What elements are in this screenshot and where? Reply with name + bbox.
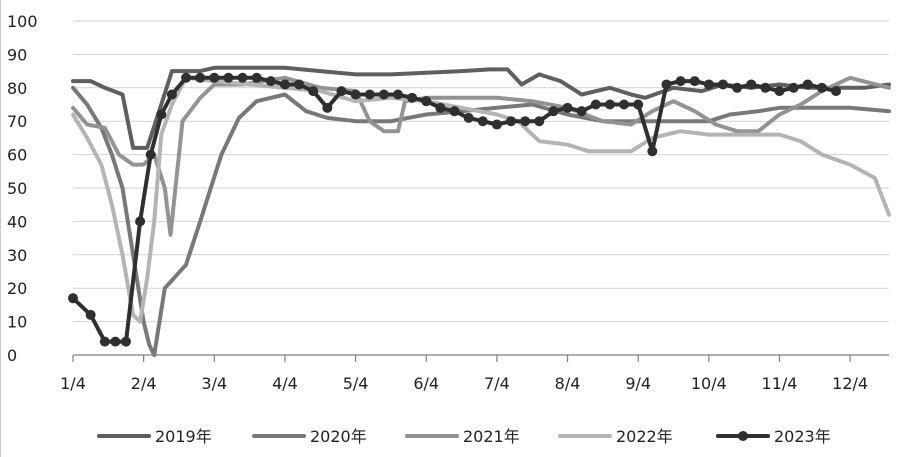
data-point [279, 79, 290, 90]
data-point [421, 96, 432, 107]
x-tick-label: 7/4 [484, 374, 510, 393]
data-point [675, 76, 686, 87]
data-point [788, 82, 799, 93]
data-point [99, 336, 110, 347]
y-tick-label: 50 [7, 179, 27, 198]
legend-label: 2020年 [310, 427, 367, 446]
data-point [590, 99, 601, 110]
data-point [120, 336, 131, 347]
data-point [548, 106, 559, 117]
x-tick-label: 5/4 [343, 374, 369, 393]
y-tick-label: 30 [7, 246, 27, 265]
data-point [477, 116, 488, 127]
data-point [774, 86, 785, 97]
data-point [463, 112, 474, 123]
data-point [68, 293, 78, 304]
x-tick-label: 2/4 [131, 374, 157, 393]
data-point [816, 82, 827, 93]
data-point [449, 106, 460, 117]
legend-label: 2023年 [774, 427, 831, 446]
y-tick-label: 10 [7, 313, 27, 332]
data-point [576, 106, 587, 117]
axes: 0 10 20 30 40 50 60 70 80 90 100 1/4 2/4 3/4 4/4 5/4 6/4… [7, 12, 889, 393]
data-point [237, 72, 248, 83]
series-line-2021年 [71, 75, 891, 237]
x-tick-label: 4/4 [272, 374, 298, 393]
y-tick-label: 60 [7, 146, 27, 165]
data-point [760, 82, 771, 93]
data-point [364, 89, 375, 100]
data-point [195, 72, 206, 83]
data-point [85, 309, 96, 320]
data-point [322, 102, 333, 113]
x-tick-label: 8/4 [555, 374, 581, 393]
data-point [350, 89, 361, 100]
data-point [562, 102, 573, 113]
x-tick-label: 1/4 [60, 374, 86, 393]
data-point [435, 102, 446, 113]
series-line-2022年 [71, 75, 891, 324]
series-lines [68, 65, 891, 357]
x-tick-label: 11/4 [762, 374, 798, 393]
data-point [378, 89, 389, 100]
data-point [647, 146, 658, 157]
data-point [145, 149, 156, 160]
y-tick-label: 80 [7, 79, 27, 98]
y-tick-label: 20 [7, 279, 27, 298]
legend-label: 2019年 [155, 427, 212, 446]
data-point [392, 89, 403, 100]
data-point [135, 216, 146, 227]
data-point [831, 86, 842, 97]
legend-label: 2022年 [616, 427, 673, 446]
data-point [407, 92, 418, 103]
y-tick-label: 70 [7, 112, 27, 131]
x-tick-label: 9/4 [625, 374, 651, 393]
data-point [604, 99, 615, 110]
data-point [802, 79, 813, 90]
data-point [703, 79, 714, 90]
data-point [308, 86, 319, 97]
data-point [491, 119, 502, 130]
y-tick-label: 40 [7, 212, 27, 231]
data-point [520, 116, 531, 127]
legend: 2019年 2020年 2021年 2022年 2023年 [97, 427, 831, 446]
x-tick-label: 10/4 [691, 374, 727, 393]
data-point [156, 109, 167, 120]
legend-marker [738, 431, 748, 441]
data-point [534, 116, 545, 127]
y-tick-label: 0 [7, 346, 17, 365]
y-tick-label: 90 [7, 45, 27, 64]
data-point [732, 82, 743, 93]
data-point [265, 76, 276, 87]
data-point [619, 99, 630, 110]
data-point [110, 336, 121, 347]
data-point [506, 116, 517, 127]
y-tick-label: 100 [7, 12, 38, 31]
data-point [746, 79, 757, 90]
data-point [294, 79, 305, 90]
data-point [661, 79, 672, 90]
x-tick-label: 3/4 [201, 374, 227, 393]
data-point [336, 86, 347, 97]
data-point [251, 72, 262, 83]
data-point [209, 72, 220, 83]
data-point [633, 99, 644, 110]
gridlines [73, 20, 889, 323]
data-point [166, 89, 177, 100]
x-tick-label: 6/4 [413, 374, 439, 393]
series-line-2020年 [71, 85, 891, 357]
x-tick-label: 12/4 [832, 374, 868, 393]
data-point [223, 72, 234, 83]
data-point [181, 72, 192, 83]
data-point [717, 79, 728, 90]
legend-label: 2021年 [463, 427, 520, 446]
data-point [689, 76, 700, 87]
